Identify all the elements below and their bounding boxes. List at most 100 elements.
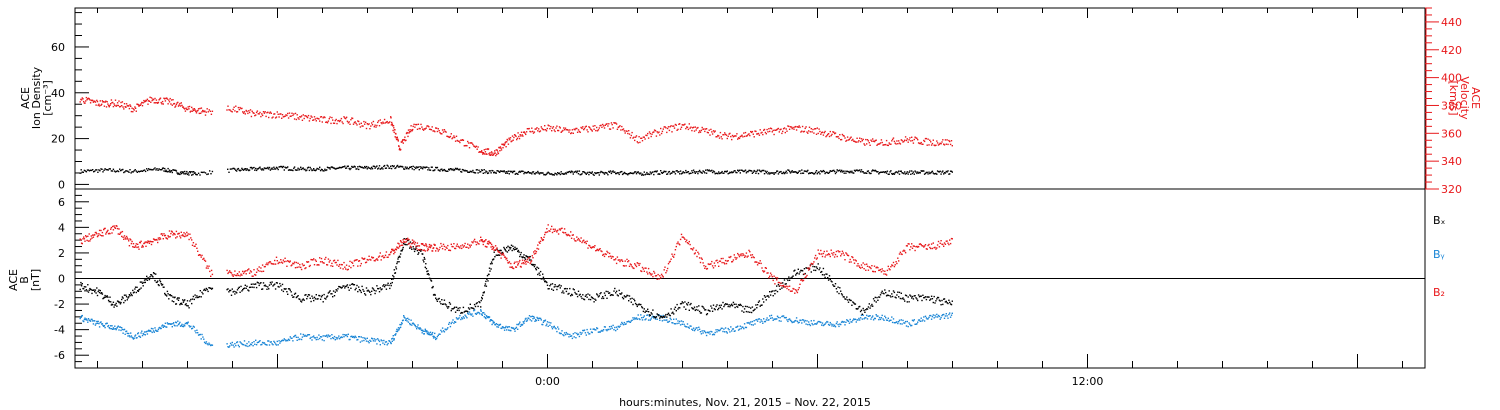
velocity-point [916,137,918,140]
density-point [520,170,523,172]
bx-point [108,300,110,303]
bx-point [767,295,769,297]
by-point [159,326,161,329]
bz-point [118,228,120,230]
by-point [777,316,780,319]
bz-point [314,259,317,261]
by-point [680,320,683,322]
bz-point [558,228,561,230]
by-point [702,332,704,334]
bz-point [398,243,400,245]
density-point [154,167,156,169]
bz-point [171,231,173,233]
velocity-point [597,129,600,131]
velocity-point [116,104,118,107]
velocity-point [505,146,507,148]
density-point [644,174,646,176]
density-point [891,173,894,175]
velocity-point [824,130,826,133]
density-point [788,169,790,171]
density-point [910,173,912,175]
velocity-point [442,131,445,133]
velocity-point [914,136,916,138]
velocity-point [287,117,290,119]
density-point [544,173,546,176]
velocity-point [723,134,725,136]
density-point [457,168,459,171]
by-point [783,316,786,319]
velocity-point [258,113,260,115]
bz-point [191,239,193,241]
density-point [743,170,746,172]
by-point [915,323,917,325]
bz-point [311,259,313,261]
velocity-point [516,138,518,141]
velocity-point [731,138,733,141]
density-point [447,170,449,172]
by-point [911,324,913,327]
density-point [258,167,260,169]
bx-point [303,299,305,301]
by-point [602,330,604,332]
bx-point [819,267,821,269]
by-point [270,341,272,343]
by-point [190,325,192,328]
bx-point [434,294,436,296]
by-point [345,334,348,336]
by-point [787,320,789,323]
velocity-point [431,126,433,128]
by-point [532,317,534,320]
density-point [586,172,588,174]
bx-point [413,248,415,250]
density-point [144,170,147,173]
bz-point [537,248,540,250]
density-point [679,170,682,172]
by-point [248,341,250,343]
by-point [577,333,580,335]
velocity-point [232,108,234,111]
bz-point [450,243,452,245]
density-point [200,171,203,173]
velocity-point [482,153,484,155]
bx-point [272,285,274,287]
density-point [796,172,799,174]
bx-point [319,298,322,300]
bz-point [546,231,549,233]
by-point [118,329,120,331]
bz-point [539,242,541,244]
by-point [129,336,131,338]
by-point [356,339,358,341]
by-point [500,327,502,329]
density-point [808,172,810,175]
bx-point [107,296,109,298]
bz-point [435,247,438,249]
density-point [611,171,613,173]
by-point [522,321,524,323]
velocity-point [592,125,594,127]
velocity-point [288,112,291,114]
density-point [789,172,792,174]
bx-point [559,287,561,289]
velocity-point [394,129,396,131]
bz-point [473,240,475,242]
density-point [779,171,781,173]
by-point [444,328,446,330]
bx-point [81,283,83,285]
velocity-point [736,133,738,135]
velocity-point [95,104,97,106]
bz-point [146,242,149,244]
bx-point [557,285,559,288]
by-point [830,323,832,325]
density-point [336,167,338,170]
velocity-point [168,99,170,101]
velocity-point [208,109,210,111]
density-point [928,171,930,173]
density-point [88,170,91,172]
by-point [275,344,278,346]
by-point [322,335,324,337]
bz-point [546,228,548,230]
bx-point [117,300,119,303]
density-point [398,166,401,168]
velocity-point [871,140,873,142]
by-point [648,315,651,317]
